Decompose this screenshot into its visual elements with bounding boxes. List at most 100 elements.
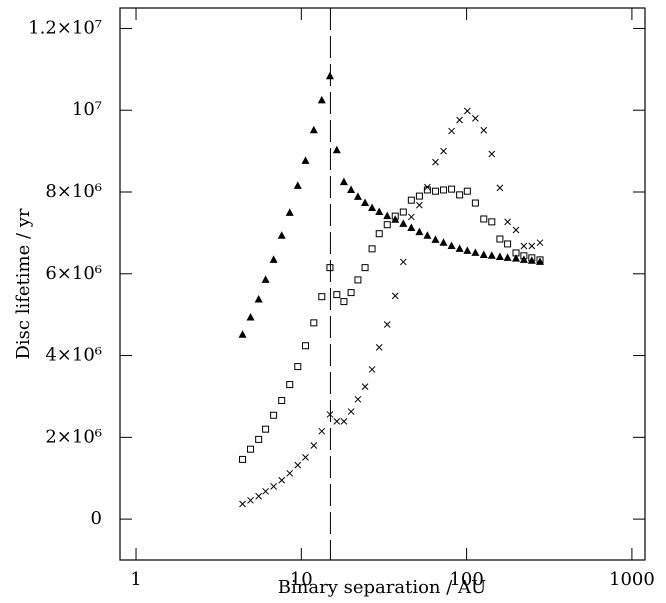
cross-point xyxy=(391,292,399,300)
cross-point xyxy=(512,226,520,234)
cross-point xyxy=(347,408,355,415)
triangle-point xyxy=(455,244,464,252)
square-point xyxy=(440,186,448,194)
triangle-point xyxy=(238,330,247,338)
cross-point xyxy=(407,213,415,221)
cross-point xyxy=(326,411,334,418)
x-tick-label: 1000 xyxy=(609,569,655,590)
x-tick-label: 10 xyxy=(290,569,313,590)
triangle-point xyxy=(471,248,480,256)
square-point xyxy=(423,186,431,194)
square-point xyxy=(415,192,423,200)
cross-point xyxy=(440,147,447,155)
cross-point xyxy=(318,427,326,435)
cross-point xyxy=(361,383,369,390)
cross-point xyxy=(432,158,439,166)
square-point xyxy=(528,254,536,262)
cross-point xyxy=(416,201,423,209)
triangle-point xyxy=(317,95,326,104)
triangle-point xyxy=(269,255,278,263)
cross-point xyxy=(520,242,528,250)
x-tick-label: 100 xyxy=(449,569,483,590)
cross-point xyxy=(278,476,286,484)
cross-point xyxy=(294,461,302,469)
square-point xyxy=(536,256,544,264)
triangle-point xyxy=(423,231,432,239)
y-axis-label: Disc lifetime / yr xyxy=(13,208,34,359)
cross-point xyxy=(286,469,294,477)
triangle-point xyxy=(512,254,521,262)
square-point xyxy=(496,235,504,243)
triangle-point xyxy=(361,198,370,207)
triangle-point xyxy=(383,211,392,220)
cross-point xyxy=(255,492,263,500)
cross-point xyxy=(333,418,341,425)
cross-point xyxy=(262,487,269,495)
square-point xyxy=(247,445,255,453)
triangle-point xyxy=(407,223,416,231)
cross-point xyxy=(496,184,504,192)
square-point xyxy=(294,363,302,371)
square-point xyxy=(278,397,286,405)
square-point xyxy=(326,264,334,272)
square-point xyxy=(255,435,263,443)
square-point xyxy=(407,196,415,204)
cross-point xyxy=(424,183,431,191)
y-tick-label: 1.2×10⁷ xyxy=(28,17,102,38)
y-tick-label: 2×10⁶ xyxy=(45,426,102,447)
triangle-point xyxy=(339,177,348,186)
square-point xyxy=(431,187,439,195)
triangle-point xyxy=(503,253,512,261)
y-tick-label: 10⁷ xyxy=(72,99,102,120)
square-point xyxy=(456,191,464,199)
triangle-point xyxy=(463,246,472,254)
cross-point xyxy=(310,442,318,449)
cross-point xyxy=(302,454,309,461)
square-point xyxy=(463,187,471,195)
square-point xyxy=(512,249,520,257)
cross-point xyxy=(354,395,362,403)
square-point xyxy=(318,293,326,301)
square-point xyxy=(368,245,376,253)
square-point xyxy=(347,289,355,297)
cross-point xyxy=(247,496,254,504)
cross-point xyxy=(504,218,511,226)
square-point xyxy=(391,212,399,220)
square-point xyxy=(301,342,309,350)
triangle-point xyxy=(332,145,341,154)
x-tick-label: 1 xyxy=(130,569,141,590)
cross-point xyxy=(448,127,455,135)
triangle-point xyxy=(353,192,362,200)
cross-point xyxy=(340,418,348,425)
cross-point xyxy=(463,107,471,115)
y-tick-label: 6×10⁶ xyxy=(45,263,102,284)
triangle-point xyxy=(375,207,384,216)
cross-point xyxy=(399,258,407,266)
cross-point xyxy=(375,344,383,351)
cross-point xyxy=(239,500,246,508)
triangle-point xyxy=(246,313,255,321)
square-point xyxy=(354,276,362,284)
triangle-point xyxy=(527,256,536,264)
square-point xyxy=(333,291,341,299)
cross-point xyxy=(270,483,277,490)
cross-point xyxy=(528,242,536,250)
triangle-point xyxy=(439,238,448,246)
triangle-point xyxy=(479,250,488,258)
y-tick-label: 4×10⁶ xyxy=(45,345,102,366)
triangle-point xyxy=(495,252,504,261)
square-point xyxy=(471,199,479,207)
square-point xyxy=(239,455,247,463)
triangle-point xyxy=(368,203,377,211)
triangle-point xyxy=(254,295,263,303)
triangle-point xyxy=(309,125,318,134)
triangle-point xyxy=(487,251,496,259)
triangle-point xyxy=(347,185,356,193)
square-point xyxy=(399,208,407,216)
cross-point xyxy=(480,126,488,134)
cross-point xyxy=(536,239,544,247)
cross-point xyxy=(472,115,479,122)
triangle-point xyxy=(415,227,424,236)
triangle-point xyxy=(447,241,456,249)
